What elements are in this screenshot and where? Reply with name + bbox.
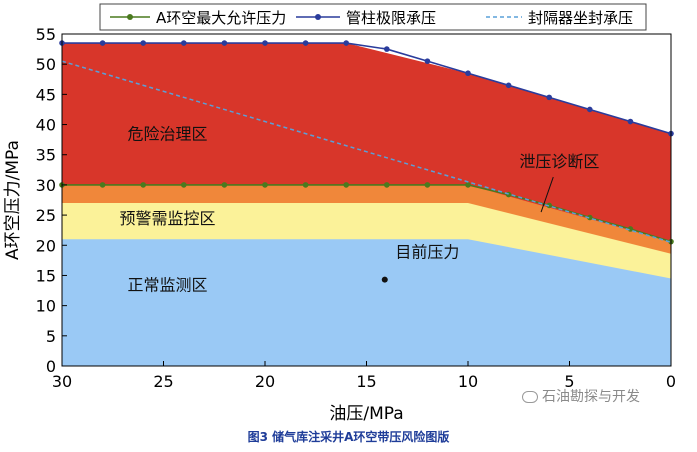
zone-label: 泄压诊断区 <box>519 152 599 171</box>
x-tick-label: 25 <box>153 372 173 391</box>
y-tick-label: 40 <box>36 116 56 135</box>
legend-marker <box>127 14 133 20</box>
zone-label: 危险治理区 <box>128 125 208 144</box>
zone-label: 正常监测区 <box>128 276 208 295</box>
series-point <box>546 94 552 101</box>
y-tick-label: 50 <box>36 55 56 74</box>
series-line <box>62 42 672 135</box>
legend-marker <box>315 14 321 20</box>
series-point <box>384 182 390 188</box>
y-tick-label: 10 <box>36 297 56 316</box>
y-tick-label: 5 <box>46 327 56 346</box>
watermark-text: 石油勘探与开发 <box>542 389 640 405</box>
legend-box <box>99 3 647 31</box>
x-tick-label: 10 <box>458 372 478 391</box>
series-point <box>384 46 390 52</box>
y-tick-label: 35 <box>36 146 56 165</box>
series-line <box>62 184 672 243</box>
axes: 30 25 20 15 10 5 00510152025303540455055油压/MPa… <box>3 25 676 424</box>
x-tick-label: 15 <box>356 372 376 391</box>
series-point <box>99 182 106 188</box>
series-point <box>140 182 146 188</box>
y-tick-label: 20 <box>36 236 56 255</box>
current-pressure-point <box>381 276 388 283</box>
series-point <box>424 182 431 188</box>
y-tick-label: 0 <box>46 357 56 376</box>
x-axis-label: 油压/MPa <box>329 404 403 424</box>
series-point <box>627 118 634 125</box>
series-point <box>181 40 187 46</box>
series-point <box>262 182 268 188</box>
series-point <box>587 106 593 113</box>
series-point <box>181 182 187 188</box>
series-point <box>221 40 228 46</box>
annotation-pointer <box>540 176 554 213</box>
y-tick-label: 45 <box>36 85 56 104</box>
wechat-icon <box>522 391 538 403</box>
x-tick-label: 0 <box>666 372 676 391</box>
series-point <box>262 40 268 46</box>
legend-label: A环空最大允许压力 <box>156 9 286 27</box>
series-point <box>302 40 309 46</box>
data-lines <box>59 40 674 245</box>
series-point <box>99 40 106 46</box>
zone-area <box>62 239 671 366</box>
legend: A环空最大允许压力 管柱极限承压 封隔器坐封承压 <box>99 3 647 31</box>
series-point <box>140 40 146 46</box>
y-tick-label: 25 <box>36 206 56 225</box>
watermark: 石油勘探与开发 <box>522 386 640 406</box>
zone-label: 预警需监控区 <box>120 209 216 228</box>
series-line-dashed <box>61 60 672 243</box>
series-point <box>465 70 471 77</box>
series-point <box>505 82 512 89</box>
series-point <box>546 202 552 209</box>
x-tick-label: 30 <box>52 372 72 391</box>
zone-label: 目前压力 <box>395 242 459 261</box>
y-tick-label: 55 <box>36 25 56 44</box>
y-axis-label: A环空压力/MPa <box>3 140 23 260</box>
figure-caption: 图3 储气库注采井A环空带压风险图版 <box>247 430 450 444</box>
y-tick-label: 15 <box>36 266 56 285</box>
y-tick-label: 30 <box>36 176 56 195</box>
series-point <box>302 182 309 188</box>
series-point <box>465 182 471 188</box>
legend-label: 管柱极限承压 <box>346 9 436 27</box>
series-point <box>587 214 593 221</box>
series-point <box>343 40 350 46</box>
x-tick-label: 5 <box>564 372 574 391</box>
series-point <box>221 182 228 188</box>
x-tick-label: 20 <box>255 372 275 391</box>
legend-label: 封隔器坐封承压 <box>528 9 633 27</box>
risk-zones <box>62 43 671 367</box>
series-point <box>343 182 350 188</box>
series-point <box>424 58 431 64</box>
